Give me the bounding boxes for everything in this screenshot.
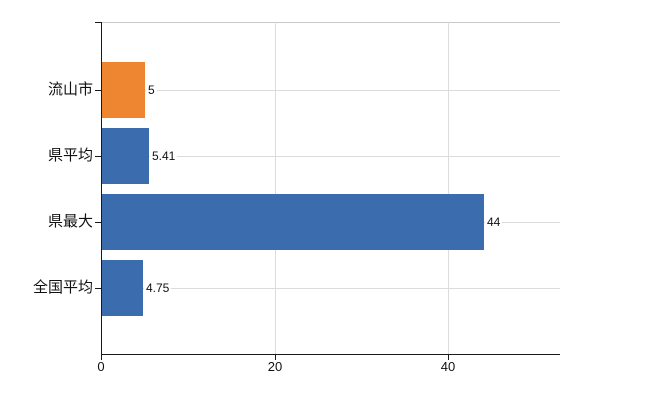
category-label: 県最大 xyxy=(47,213,93,230)
y-axis-line xyxy=(101,22,102,354)
vertical-gridline xyxy=(448,22,449,354)
bar xyxy=(102,128,149,184)
x-axis-tick xyxy=(101,355,102,360)
x-axis-tick xyxy=(448,355,449,360)
category-label: 全国平均 xyxy=(32,279,93,296)
category-label: 県平均 xyxy=(47,147,93,164)
bar xyxy=(102,62,145,118)
bar-value-label: 44 xyxy=(485,214,503,230)
category-tick xyxy=(95,222,101,223)
category-tick xyxy=(95,156,101,157)
category-tick xyxy=(95,90,101,91)
bar-value-label: 5.41 xyxy=(150,148,178,164)
x-axis-tick-label: 20 xyxy=(267,359,283,374)
category-label: 流山市 xyxy=(47,81,93,98)
bar xyxy=(102,260,143,316)
bar-value-label: 5 xyxy=(146,82,157,98)
row-gridline xyxy=(101,288,560,289)
y-axis-end-tick xyxy=(95,22,101,23)
vertical-gridline xyxy=(275,22,276,354)
x-axis-line xyxy=(101,354,560,355)
plot-top-spine xyxy=(101,22,560,23)
bar-value-label: 4.75 xyxy=(144,280,172,296)
x-axis-tick-label: 40 xyxy=(440,359,456,374)
row-gridline xyxy=(101,156,560,157)
bar xyxy=(102,194,484,250)
category-tick xyxy=(95,288,101,289)
row-gridline xyxy=(101,90,560,91)
x-axis-tick xyxy=(275,355,276,360)
x-axis-tick-label: 0 xyxy=(97,359,105,374)
